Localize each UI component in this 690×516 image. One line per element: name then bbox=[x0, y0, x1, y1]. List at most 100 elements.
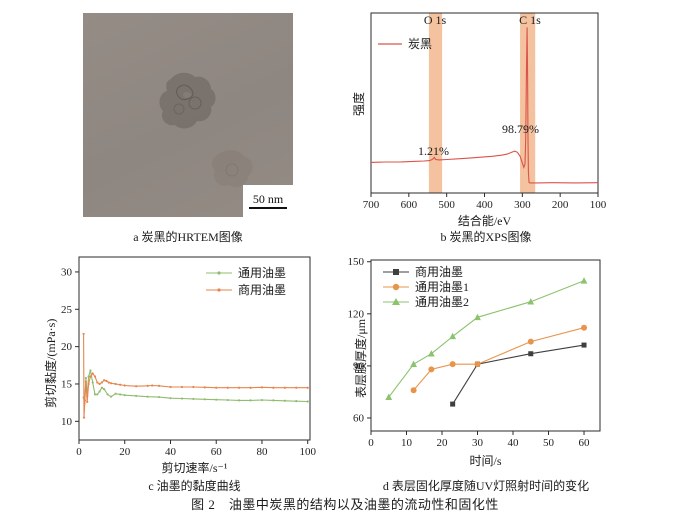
data-point-marker bbox=[151, 384, 154, 387]
xps-chart: 700 600 500 400 300 200 100 bbox=[363, 12, 607, 211]
cure-depth-y-axis-label: 表层膜厚度/μm bbox=[354, 318, 368, 398]
data-point-marker bbox=[295, 400, 298, 403]
data-point-marker bbox=[109, 382, 113, 385]
series-line bbox=[452, 344, 585, 405]
x-tick-label: 20 bbox=[437, 437, 449, 449]
data-point-marker bbox=[146, 395, 149, 398]
x-tick-label: 50 bbox=[543, 437, 555, 449]
aggregate-detail bbox=[188, 96, 202, 110]
tem-content bbox=[159, 72, 253, 187]
plot-frame bbox=[370, 259, 601, 432]
data-point-marker bbox=[103, 379, 106, 382]
data-point-marker bbox=[474, 313, 481, 321]
data-point-marker bbox=[105, 379, 108, 383]
data-point-marker bbox=[119, 393, 122, 396]
x-tick-label: 0 bbox=[76, 446, 82, 458]
xps-x-axis-label: 结合能/eV bbox=[457, 214, 512, 228]
data-point-marker bbox=[123, 384, 126, 387]
x-tick-label: 500 bbox=[438, 199, 455, 211]
data-point-marker bbox=[96, 393, 99, 396]
legend-label: 商用油墨 bbox=[238, 283, 287, 297]
data-point-marker bbox=[215, 398, 218, 401]
legend-line-sample bbox=[378, 42, 402, 45]
faint-aggregate bbox=[212, 150, 253, 187]
aggregate-detail bbox=[176, 84, 194, 101]
x-tick-label: 0 bbox=[368, 437, 374, 449]
legend-item-general-ink-2: 通用油墨2 bbox=[383, 294, 469, 309]
data-point-marker bbox=[283, 399, 286, 402]
data-point-marker bbox=[87, 382, 90, 386]
y-tick-label: 30 bbox=[61, 266, 73, 278]
c1s-peak-label: C 1s bbox=[519, 13, 541, 27]
data-point-marker bbox=[449, 332, 457, 340]
legend-label: 通用油墨2 bbox=[415, 295, 470, 309]
plot-frame bbox=[78, 256, 311, 441]
panel-c-caption: c 油墨的黏度曲线 bbox=[148, 479, 241, 493]
x-tick-label: 100 bbox=[299, 446, 316, 458]
legend-label: 通用油墨1 bbox=[415, 280, 470, 294]
viscosity-legend: 通用油墨 商用油墨 bbox=[206, 264, 286, 298]
data-point-marker bbox=[82, 416, 86, 419]
data-point-marker bbox=[107, 381, 110, 384]
data-point-marker bbox=[87, 375, 90, 378]
viscosity-chart: 0 20 40 60 80 100 10 15 20 25 30 bbox=[61, 256, 316, 458]
data-point-marker bbox=[83, 399, 87, 402]
data-point-marker bbox=[84, 376, 87, 380]
xps-y-axis-label: 强度 bbox=[352, 91, 366, 116]
data-point-marker bbox=[89, 375, 92, 378]
viscosity-y-axis-label: 剪切黏度/(mPa·s) bbox=[44, 318, 58, 408]
aggregate-detail bbox=[173, 103, 185, 115]
data-point-marker bbox=[249, 386, 252, 389]
y-tick-label: 20 bbox=[61, 341, 73, 353]
data-point-marker bbox=[169, 385, 172, 389]
data-point-marker bbox=[272, 386, 275, 389]
data-point-marker bbox=[93, 375, 97, 378]
data-point-marker bbox=[114, 392, 117, 395]
data-point-marker bbox=[449, 361, 456, 368]
data-point-marker bbox=[410, 360, 418, 367]
x-tick-label: 60 bbox=[211, 446, 223, 458]
series-line bbox=[370, 27, 599, 184]
faint-aggregate-detail bbox=[225, 163, 239, 177]
scale-bar-label: 50 nm bbox=[252, 192, 284, 206]
data-point-marker bbox=[109, 395, 113, 398]
o1s-peak-label: O 1s bbox=[423, 13, 447, 27]
data-point-marker bbox=[580, 277, 588, 284]
data-point-marker bbox=[89, 369, 92, 372]
data-point-marker bbox=[260, 398, 264, 402]
data-point-marker bbox=[135, 394, 138, 398]
legend-line-circle-sample bbox=[383, 283, 409, 290]
legend-label: 炭黑 bbox=[408, 37, 433, 51]
data-point-marker bbox=[96, 381, 99, 384]
data-point-marker bbox=[119, 383, 122, 386]
x-tick-label: 400 bbox=[476, 199, 493, 211]
data-point-marker bbox=[169, 397, 172, 400]
legend-line-sample bbox=[206, 287, 232, 292]
legend-item-general-ink: 通用油墨 bbox=[206, 264, 286, 281]
data-point-marker bbox=[295, 386, 298, 389]
y-tick-label: 120 bbox=[348, 308, 365, 320]
data-point-marker bbox=[91, 372, 94, 375]
cure-depth-legend: 商用油墨 通用油墨1 通用油墨2 bbox=[383, 264, 469, 309]
series-line bbox=[413, 327, 585, 391]
y-tick-label: 15 bbox=[61, 378, 73, 390]
data-point-marker bbox=[157, 395, 161, 399]
y-tick-label: 25 bbox=[61, 304, 73, 316]
data-point-marker bbox=[180, 397, 184, 400]
hrtem-image: 50 nm bbox=[83, 13, 293, 217]
legend-line-sample bbox=[206, 270, 232, 275]
x-tick-label: 100 bbox=[590, 199, 607, 211]
data-point-marker bbox=[114, 382, 117, 386]
data-point-marker bbox=[146, 384, 149, 387]
highlight-band bbox=[428, 13, 443, 193]
panel-a-caption: a 炭黑的HRTEM图像 bbox=[133, 230, 243, 244]
data-point-marker bbox=[91, 381, 94, 384]
data-point-marker bbox=[100, 386, 103, 389]
legend-label: 商用油墨 bbox=[415, 265, 464, 279]
data-point-marker bbox=[272, 399, 275, 402]
x-tick-label: 30 bbox=[472, 437, 484, 449]
x-tick-label: 80 bbox=[256, 446, 268, 458]
y-tick-label: 150 bbox=[348, 256, 365, 268]
data-point-marker bbox=[226, 398, 229, 402]
